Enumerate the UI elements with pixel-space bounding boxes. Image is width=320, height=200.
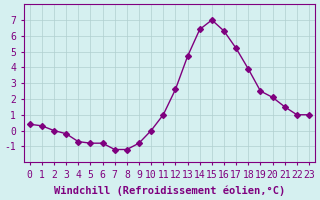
- X-axis label: Windchill (Refroidissement éolien,°C): Windchill (Refroidissement éolien,°C): [54, 185, 285, 196]
